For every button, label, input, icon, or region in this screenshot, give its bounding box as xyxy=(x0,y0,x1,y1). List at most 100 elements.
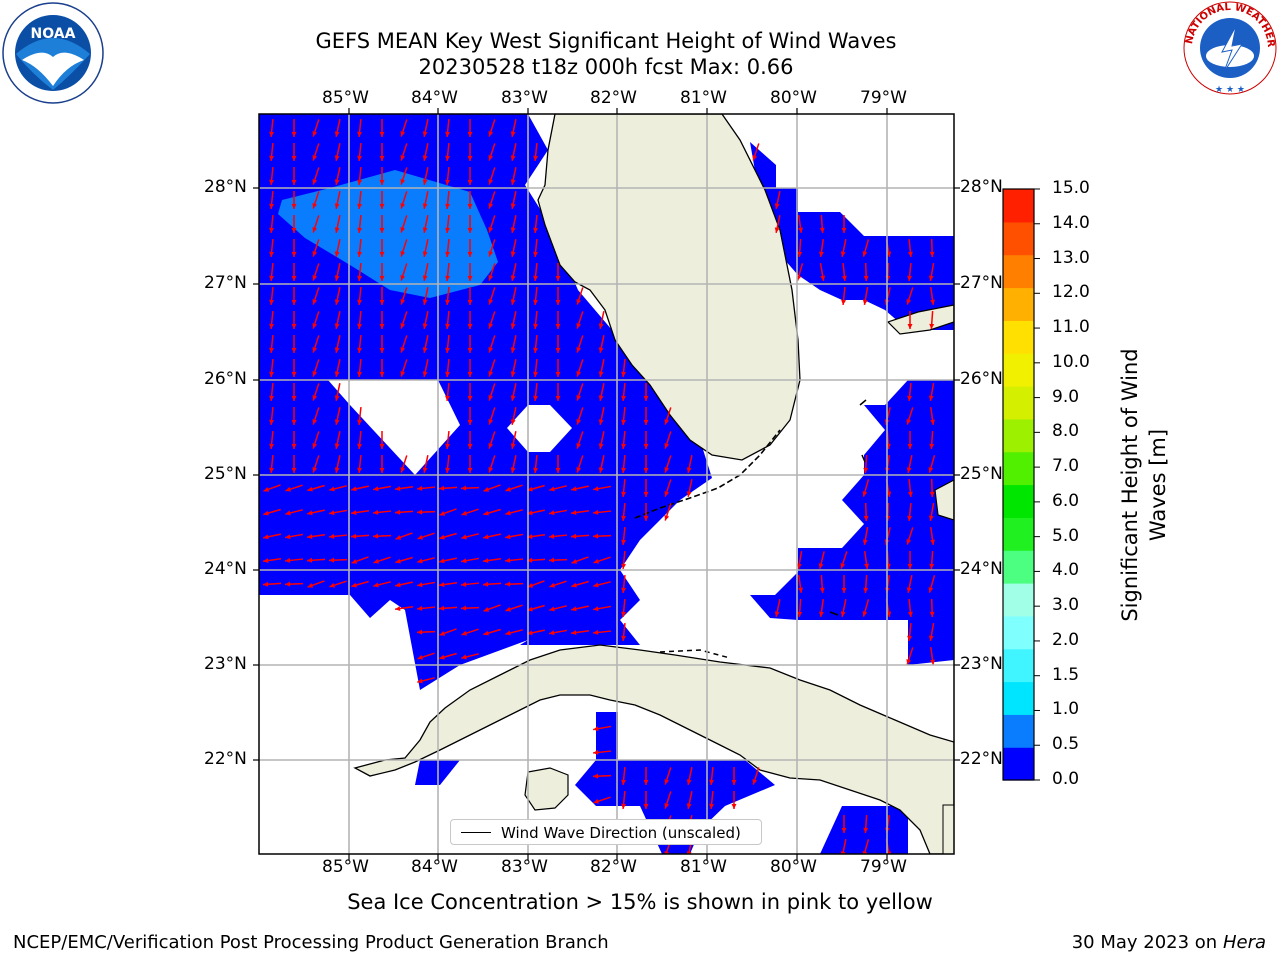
wave-direction-arrowhead xyxy=(798,227,804,233)
wave-direction-arrowhead xyxy=(312,443,318,449)
lon-label: 83°W xyxy=(501,88,548,108)
wave-direction-arrowhead xyxy=(334,467,340,473)
wave-direction-arrowhead xyxy=(422,251,428,257)
cuba-south-wave-field xyxy=(575,712,775,854)
colorbar-segment xyxy=(1003,648,1034,683)
wave-direction-arrowhead xyxy=(400,323,406,329)
wave-direction-arrowhead xyxy=(483,510,489,516)
wave-direction-arrowhead xyxy=(307,557,313,563)
wave-direction-arrowhead xyxy=(269,419,275,425)
wave-direction-arrowhead xyxy=(841,299,847,305)
wave-direction-arrowhead xyxy=(467,444,473,449)
wave-direction-arrowhead xyxy=(488,155,494,161)
wave-direction-arrowhead xyxy=(593,726,599,732)
lat-label: 26°N xyxy=(960,369,1003,389)
lon-label: 82°W xyxy=(590,857,637,877)
wave-direction-arrowhead xyxy=(461,654,467,660)
wave-direction-arrowhead xyxy=(571,510,577,516)
wave-direction-arrowhead xyxy=(461,581,467,587)
wave-direction-arrowhead xyxy=(334,179,340,185)
wave-direction-arrowhead xyxy=(334,155,340,161)
wave-direction-arrowhead xyxy=(467,180,473,185)
colorbar-segment xyxy=(1003,583,1034,617)
wave-direction-arrowhead xyxy=(571,533,577,539)
wave-direction-arrowhead xyxy=(334,395,340,401)
wave-direction-arrowhead xyxy=(467,396,473,401)
wave-direction-arrowhead xyxy=(488,179,494,185)
wave-direction-arrowhead xyxy=(461,534,467,540)
wave-direction-arrowhead xyxy=(263,581,269,587)
sea-ice-caption: Sea Ice Concentration > 15% is shown in … xyxy=(347,890,933,914)
wave-direction-arrowhead xyxy=(576,443,582,449)
wave-direction-arrowhead xyxy=(840,251,846,257)
wave-direction-arrowhead xyxy=(379,204,385,209)
wave-direction-arrowhead xyxy=(906,467,912,473)
wave-direction-arrowhead xyxy=(643,804,649,809)
wave-direction-arrowhead xyxy=(400,467,406,473)
wave-direction-arrowhead xyxy=(686,779,692,785)
wave-direction-arrowhead xyxy=(312,467,318,473)
nws-logo: NATIONAL WEATHER SERVICE ★ ★ ★ xyxy=(1178,0,1278,98)
map-legend: Wind Wave Direction (unscaled) xyxy=(450,819,762,845)
wave-direction-arrowhead xyxy=(439,534,445,540)
lon-label: 85°W xyxy=(322,857,369,877)
wave-direction-arrowhead xyxy=(357,131,363,137)
wave-direction-arrowhead xyxy=(400,347,406,353)
lat-label: 28°N xyxy=(204,177,247,197)
lon-label: 79°W xyxy=(860,88,907,108)
wave-direction-arrowhead xyxy=(818,611,824,617)
wave-direction-arrowhead xyxy=(488,275,494,281)
wave-direction-arrowhead xyxy=(400,299,406,305)
wave-direction-arrowhead xyxy=(445,251,451,257)
wave-direction-arrowhead xyxy=(643,468,649,473)
colorbar-segment xyxy=(1003,451,1034,486)
wave-direction-arrowhead xyxy=(357,467,363,473)
wave-direction-arrowhead xyxy=(357,323,363,329)
wave-direction-arrowhead xyxy=(334,203,340,209)
wave-direction-arrowhead xyxy=(863,827,869,833)
lat-label: 22°N xyxy=(204,749,247,769)
lon-label: 84°W xyxy=(411,857,458,877)
wave-direction-arrowhead xyxy=(439,582,445,588)
wave-direction-arrowhead xyxy=(840,611,846,617)
wave-direction-arrowhead xyxy=(593,629,599,635)
wave-direction-arrowhead xyxy=(334,131,340,137)
colorbar-segment xyxy=(1003,386,1034,420)
wave-direction-arrowhead xyxy=(907,275,913,281)
wave-direction-arrowhead xyxy=(422,131,428,137)
chart-title: GEFS MEAN Key West Significant Height of… xyxy=(315,29,897,53)
wave-direction-arrowhead xyxy=(417,654,423,660)
wave-direction-arrowhead xyxy=(357,443,363,449)
wave-direction-arrowhead xyxy=(862,299,868,305)
wave-direction-arrowhead xyxy=(373,558,379,564)
wave-direction-arrowhead xyxy=(379,324,385,329)
wave-direction-arrowhead xyxy=(312,251,318,257)
wave-direction-arrowhead xyxy=(439,511,446,516)
wave-direction-arrowhead xyxy=(488,131,494,137)
wave-direction-arrowhead xyxy=(291,300,297,305)
wave-direction-arrowhead xyxy=(351,582,357,588)
lat-label: 23°N xyxy=(960,654,1003,674)
wave-direction-arrowhead xyxy=(510,347,516,353)
wave-direction-arrowhead xyxy=(379,180,385,185)
cuba-cays xyxy=(659,649,731,659)
wave-direction-arrowhead xyxy=(774,203,780,209)
wave-direction-arrowhead xyxy=(291,348,297,353)
wave-direction-arrowhead xyxy=(483,607,490,612)
wave-direction-arrowhead xyxy=(527,534,533,540)
wave-direction-arrowhead xyxy=(483,534,489,540)
wave-direction-arrowhead xyxy=(686,803,692,809)
wave-direction-arrowhead xyxy=(598,395,604,401)
wave-direction-arrowhead xyxy=(445,179,451,185)
wave-direction-arrowhead xyxy=(312,419,318,425)
wave-direction-arrowhead xyxy=(555,468,561,473)
colorbar-segment xyxy=(1003,189,1034,223)
wave-direction-arrowhead xyxy=(445,203,451,209)
wave-direction-arrowhead xyxy=(929,323,935,329)
wave-direction-arrowhead xyxy=(467,132,473,137)
wave-direction-arrowhead xyxy=(483,558,489,564)
colorbar-tick-label: 12.0 xyxy=(1052,282,1090,303)
bahamas-cays xyxy=(829,399,867,616)
wave-direction-arrowhead xyxy=(576,419,582,425)
wave-direction-arrowhead xyxy=(269,227,275,233)
